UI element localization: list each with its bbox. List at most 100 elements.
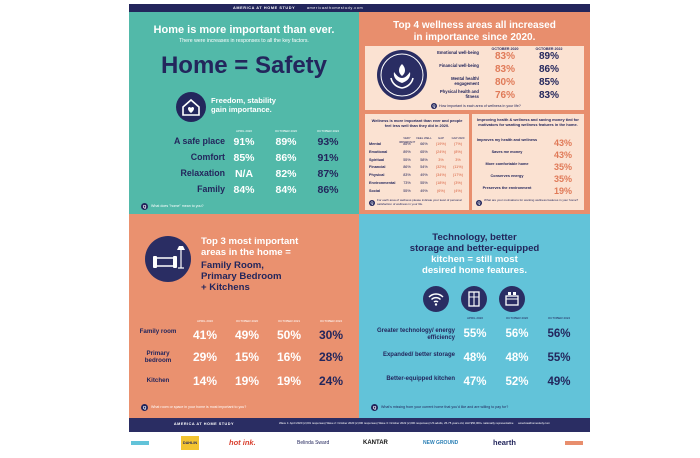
gap-row-value: (3%) bbox=[453, 181, 463, 185]
rooms-highlight: Family Room, Primary Bedroom + Kitchens bbox=[201, 260, 351, 293]
safety-col-header: OCTOBER 2022 bbox=[316, 129, 340, 133]
rooms-title-line4: Primary Bedroom bbox=[201, 271, 282, 282]
tech-col-header: OCTOBER 2020 bbox=[505, 316, 529, 320]
gap-row-value: (7%) bbox=[453, 142, 463, 146]
rooms-value: 15% bbox=[234, 350, 260, 364]
rooms-row-label: Family room bbox=[139, 328, 177, 335]
gap-row-label: Spiritual bbox=[369, 157, 385, 162]
logo-new-ground: NEW GROUND bbox=[423, 440, 459, 446]
wellness-title-line2: in importance since 2020. bbox=[413, 32, 536, 43]
motivation-value: 35% bbox=[553, 174, 572, 184]
infographic: AMERICA AT HOME STUDY americaathomestudy… bbox=[129, 4, 590, 454]
safety-row: Family 84% 84% 86% bbox=[129, 184, 359, 200]
tech-title-line4: desired home features. bbox=[421, 265, 528, 276]
tech-row: Better-equipped kitchen 47% 52% 49% bbox=[359, 376, 590, 398]
gap-row-label: Environmental bbox=[369, 181, 396, 185]
gap-row-value: 65% bbox=[420, 149, 428, 154]
wellness-row-label: Physical health and fitness bbox=[439, 89, 479, 99]
wellness-top-box: OCTOBER 2020 OCTOBER 2022 Emotional well… bbox=[365, 46, 584, 110]
wellness-value-2022: 83% bbox=[538, 90, 559, 101]
gap-table-row: Environmental 73% 55% (18%) (3%) bbox=[369, 181, 467, 189]
motivation-row: Saves me money 43% bbox=[476, 150, 580, 160]
question-icon: Q bbox=[369, 200, 375, 206]
safety-row-label: Family bbox=[197, 184, 225, 194]
tech-title-line2: storage and better-equipped bbox=[409, 243, 540, 254]
wellness-left-header: VERY IMPORTANT bbox=[399, 136, 416, 144]
safety-headline: Home is more important than ever. bbox=[153, 24, 335, 36]
wellness-title: Top 4 wellness areas all increased in im… bbox=[359, 20, 590, 44]
wellness-row: Financial well-being 83% 86% bbox=[365, 63, 584, 76]
motivation-value: 19% bbox=[553, 186, 572, 196]
wellness-value-2020: 83% bbox=[494, 51, 515, 62]
tech-value: 56% bbox=[505, 328, 529, 340]
safety-freedom-line2: gain importance. bbox=[211, 105, 272, 114]
gap-row-value: 85% bbox=[403, 142, 411, 146]
gap-table-row: Spiritual 55% 58% 3% 3% bbox=[369, 158, 467, 166]
motivation-row: Preserves the environment 19% bbox=[476, 186, 580, 196]
safety-value: 86% bbox=[275, 152, 297, 164]
rooms-title: Top 3 most important areas in the home = bbox=[201, 236, 351, 258]
tech-title-line3: kitchen = still most bbox=[431, 254, 518, 265]
gap-row-value: 55% bbox=[403, 188, 411, 193]
footer-note: Wave 1: April 2020 (2,001 responses) Wav… bbox=[279, 421, 584, 425]
gap-row-value: 66% bbox=[420, 142, 428, 146]
wellness-left-headers: VERY IMPORTANT FEEL WELL GAP GAP 2020 bbox=[369, 136, 467, 144]
tech-value: 48% bbox=[505, 352, 529, 364]
wellness-row-label: Emotional well-being bbox=[437, 50, 479, 55]
gap-row-label: Financial bbox=[369, 165, 386, 170]
motivation-value: 43% bbox=[553, 138, 572, 148]
rooms-value: 29% bbox=[192, 350, 218, 364]
gap-row-value: 83% bbox=[403, 173, 411, 178]
rooms-title-line2: areas in the home = bbox=[201, 247, 291, 258]
safety-panel: Home is more important than ever. There … bbox=[129, 12, 359, 214]
hands-heart-icon bbox=[377, 50, 427, 100]
safety-question: What does "home" mean to you? bbox=[151, 204, 204, 208]
rooms-value: 14% bbox=[192, 374, 218, 388]
color-bar-2 bbox=[565, 441, 583, 445]
wellness-gap-table: Wellness is more important than ever and… bbox=[365, 114, 469, 210]
logo-hearth: hearth bbox=[493, 438, 516, 447]
wellness-top-question: How important is each area of wellness i… bbox=[439, 104, 521, 108]
safety-big-title: Home = Safety bbox=[160, 52, 328, 79]
gap-table-row: Social 55% 49% (6%) (4%) bbox=[369, 189, 467, 197]
tech-value: 48% bbox=[463, 352, 487, 364]
tech-value: 55% bbox=[463, 328, 487, 340]
wellness-left-header: GAP 2020 bbox=[451, 136, 465, 140]
header-title: AMERICA AT HOME STUDY bbox=[233, 6, 296, 10]
sponsor-logos: DAHLIN hot ink. Belinda Sward KANTAR NEW… bbox=[129, 432, 590, 454]
wellness-left-question: For each area of wellness please indicat… bbox=[377, 198, 462, 206]
gap-row-value: 3% bbox=[455, 157, 461, 162]
gap-row-value: (4%) bbox=[453, 188, 463, 193]
storage-icon bbox=[461, 286, 487, 312]
gap-row-value: 55% bbox=[403, 157, 411, 162]
tech-row-label: Greater technology/ energy efficiency bbox=[376, 328, 455, 341]
safety-value: 85% bbox=[233, 152, 255, 164]
kitchen-icon bbox=[499, 286, 525, 312]
rooms-panel: Top 3 most important areas in the home =… bbox=[129, 214, 359, 418]
rooms-value: 28% bbox=[318, 350, 344, 364]
footer-site: americaathomestudy.com bbox=[518, 421, 550, 425]
rooms-value: 50% bbox=[276, 328, 302, 342]
safety-value: 87% bbox=[317, 168, 339, 180]
tech-row-label: Expanded/ better storage bbox=[382, 352, 455, 358]
tech-value: 49% bbox=[547, 376, 571, 388]
question-icon: Q bbox=[431, 103, 437, 109]
wellness-row: Physical health and fitness 76% 83% bbox=[365, 89, 584, 102]
tech-highlight: kitchen = still most desired home featur… bbox=[359, 254, 590, 276]
motivation-label: More comfortable home bbox=[485, 162, 529, 166]
footer-methodology: Wave 1: April 2020 (2,001 responses) Wav… bbox=[279, 421, 514, 425]
rooms-title-line1: Top 3 most important bbox=[201, 236, 299, 247]
wellness-row: Emotional well-being 83% 89% bbox=[365, 50, 584, 63]
wellness-left-header: GAP bbox=[438, 136, 444, 140]
gap-row-label: Emotional bbox=[369, 149, 388, 154]
wellness-row-label: Financial well-being bbox=[439, 63, 479, 68]
wellness-row-label: Mental health/ engagement bbox=[451, 76, 479, 86]
gap-table-row: Physical 83% 49% (34%) (17%) bbox=[369, 173, 467, 181]
motivation-value: 35% bbox=[553, 162, 572, 172]
logo-kantar: KANTAR bbox=[363, 440, 388, 446]
question-icon: Q bbox=[141, 404, 148, 411]
house-heart-icon bbox=[176, 92, 206, 122]
safety-value: 84% bbox=[233, 184, 255, 196]
logo-dahlin: DAHLIN bbox=[181, 436, 199, 450]
gap-row-value: (19%) bbox=[435, 142, 447, 146]
